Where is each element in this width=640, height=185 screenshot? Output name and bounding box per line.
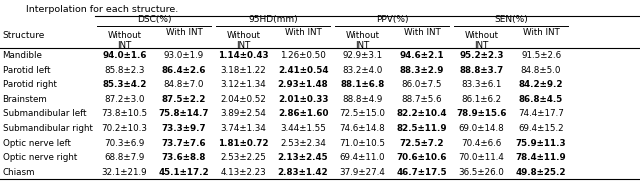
Text: 37.9±27.4: 37.9±27.4 — [340, 168, 385, 177]
Text: 2.01±0.33: 2.01±0.33 — [278, 95, 328, 104]
Text: 72.5±7.2: 72.5±7.2 — [400, 139, 444, 148]
Text: 83.3±6.1: 83.3±6.1 — [461, 80, 502, 89]
Text: 69.4±11.0: 69.4±11.0 — [340, 153, 385, 162]
Text: With INT: With INT — [166, 28, 202, 37]
Text: 3.12±1.34: 3.12±1.34 — [221, 80, 266, 89]
Text: 4.13±2.23: 4.13±2.23 — [221, 168, 266, 177]
Text: 86.4±2.6: 86.4±2.6 — [162, 66, 206, 75]
Text: 88.8±3.7: 88.8±3.7 — [460, 66, 504, 75]
Text: 87.2±3.0: 87.2±3.0 — [104, 95, 145, 104]
Text: 78.4±11.9: 78.4±11.9 — [516, 153, 566, 162]
Text: 36.5±26.0: 36.5±26.0 — [459, 168, 504, 177]
Text: 45.1±17.2: 45.1±17.2 — [159, 168, 209, 177]
Text: 86.8±4.5: 86.8±4.5 — [519, 95, 563, 104]
Text: 94.6±2.1: 94.6±2.1 — [400, 51, 444, 60]
Text: 72.5±15.0: 72.5±15.0 — [340, 110, 385, 118]
Text: 82.2±10.4: 82.2±10.4 — [397, 110, 447, 118]
Text: 73.7±7.6: 73.7±7.6 — [162, 139, 206, 148]
Text: Without
INT: Without INT — [108, 31, 141, 51]
Text: Chiasm: Chiasm — [3, 168, 35, 177]
Text: Structure: Structure — [3, 31, 45, 40]
Text: 2.93±1.48: 2.93±1.48 — [278, 80, 328, 89]
Text: Without
INT: Without INT — [227, 31, 260, 51]
Text: 75.9±11.3: 75.9±11.3 — [516, 139, 566, 148]
Text: 88.7±5.6: 88.7±5.6 — [402, 95, 442, 104]
Text: DSC(%): DSC(%) — [137, 15, 172, 24]
Text: With INT: With INT — [285, 28, 321, 37]
Text: With INT: With INT — [404, 28, 440, 37]
Text: 85.3±4.2: 85.3±4.2 — [102, 80, 147, 89]
Text: 74.4±17.7: 74.4±17.7 — [518, 110, 564, 118]
Text: 88.1±6.8: 88.1±6.8 — [340, 80, 385, 89]
Text: 3.74±1.34: 3.74±1.34 — [221, 124, 266, 133]
Text: 3.44±1.55: 3.44±1.55 — [280, 124, 326, 133]
Text: 82.5±11.9: 82.5±11.9 — [397, 124, 447, 133]
Text: Parotid right: Parotid right — [3, 80, 56, 89]
Text: With INT: With INT — [523, 28, 559, 37]
Text: 73.8±10.5: 73.8±10.5 — [101, 110, 148, 118]
Text: 1.14±0.43: 1.14±0.43 — [218, 51, 269, 60]
Text: 1.26±0.50: 1.26±0.50 — [280, 51, 326, 60]
Text: 74.6±14.8: 74.6±14.8 — [340, 124, 385, 133]
Text: 2.53±2.25: 2.53±2.25 — [221, 153, 266, 162]
Text: 2.86±1.60: 2.86±1.60 — [278, 110, 328, 118]
Text: Optic nerve right: Optic nerve right — [3, 153, 77, 162]
Text: 70.0±11.4: 70.0±11.4 — [459, 153, 504, 162]
Text: PPV(%): PPV(%) — [376, 15, 408, 24]
Text: 88.3±2.9: 88.3±2.9 — [400, 66, 444, 75]
Text: 84.2±9.2: 84.2±9.2 — [519, 80, 563, 89]
Text: 70.4±6.6: 70.4±6.6 — [461, 139, 502, 148]
Text: Submandibular left: Submandibular left — [3, 110, 86, 118]
Text: 46.7±17.5: 46.7±17.5 — [397, 168, 447, 177]
Text: 88.8±4.9: 88.8±4.9 — [342, 95, 383, 104]
Text: 86.0±7.5: 86.0±7.5 — [402, 80, 442, 89]
Text: 2.41±0.54: 2.41±0.54 — [278, 66, 328, 75]
Text: 2.13±2.45: 2.13±2.45 — [278, 153, 328, 162]
Text: Optic nerve left: Optic nerve left — [3, 139, 70, 148]
Text: 3.18±1.22: 3.18±1.22 — [221, 66, 266, 75]
Text: 69.0±14.8: 69.0±14.8 — [459, 124, 504, 133]
Text: 70.2±10.3: 70.2±10.3 — [102, 124, 147, 133]
Text: 2.83±1.42: 2.83±1.42 — [278, 168, 328, 177]
Text: 73.6±8.8: 73.6±8.8 — [162, 153, 206, 162]
Text: 75.8±14.7: 75.8±14.7 — [159, 110, 209, 118]
Text: 32.1±21.9: 32.1±21.9 — [102, 168, 147, 177]
Text: 87.5±2.2: 87.5±2.2 — [162, 95, 206, 104]
Text: 94.0±1.6: 94.0±1.6 — [102, 51, 147, 60]
Text: 95HD(mm): 95HD(mm) — [248, 15, 298, 24]
Text: Without
INT: Without INT — [465, 31, 499, 51]
Text: 68.8±7.9: 68.8±7.9 — [104, 153, 145, 162]
Text: 85.8±2.3: 85.8±2.3 — [104, 66, 145, 75]
Text: 78.9±15.6: 78.9±15.6 — [456, 110, 507, 118]
Text: 2.04±0.52: 2.04±0.52 — [221, 95, 266, 104]
Text: 86.1±6.2: 86.1±6.2 — [461, 95, 502, 104]
Text: 2.53±2.34: 2.53±2.34 — [280, 139, 326, 148]
Text: 70.3±6.9: 70.3±6.9 — [104, 139, 145, 148]
Text: Submandibular right: Submandibular right — [3, 124, 92, 133]
Text: 71.0±10.5: 71.0±10.5 — [340, 139, 385, 148]
Text: 84.8±5.0: 84.8±5.0 — [521, 66, 561, 75]
Text: Without
INT: Without INT — [346, 31, 380, 51]
Text: 93.0±1.9: 93.0±1.9 — [164, 51, 204, 60]
Text: 92.9±3.1: 92.9±3.1 — [342, 51, 383, 60]
Text: 73.3±9.7: 73.3±9.7 — [162, 124, 206, 133]
Text: 69.4±15.2: 69.4±15.2 — [518, 124, 564, 133]
Text: 3.89±2.54: 3.89±2.54 — [221, 110, 266, 118]
Text: 1.81±0.72: 1.81±0.72 — [218, 139, 269, 148]
Text: 49.8±25.2: 49.8±25.2 — [516, 168, 566, 177]
Text: SEN(%): SEN(%) — [495, 15, 528, 24]
Text: 84.8±7.0: 84.8±7.0 — [164, 80, 204, 89]
Text: Brainstem: Brainstem — [3, 95, 47, 104]
Text: 95.2±2.3: 95.2±2.3 — [460, 51, 504, 60]
Text: Parotid left: Parotid left — [3, 66, 50, 75]
Text: Mandible: Mandible — [3, 51, 42, 60]
Text: Interpolation for each structure.: Interpolation for each structure. — [26, 5, 178, 14]
Text: 91.5±2.6: 91.5±2.6 — [521, 51, 561, 60]
Text: 70.6±10.6: 70.6±10.6 — [397, 153, 447, 162]
Text: 83.2±4.0: 83.2±4.0 — [342, 66, 383, 75]
